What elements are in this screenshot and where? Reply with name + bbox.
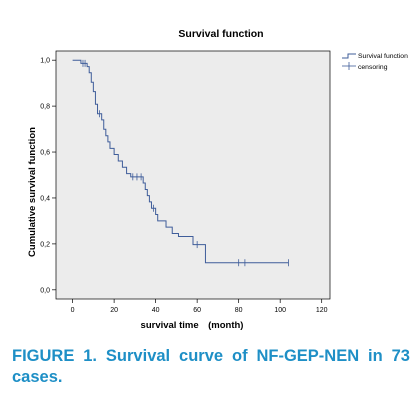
figure-caption: FIGURE 1. Survival curve of NF-GEP-NEN i… [12,347,410,386]
chart-title: Survival function [178,28,263,40]
survival-chart: Survival function 0,0 0,2 0,4 0,6 0,8 1,0 0 20… [27,28,408,331]
y-tick-label: 0,6 [40,150,50,157]
y-axis-label: Cumulative survival function [27,127,38,257]
x-tick-label: 120 [316,307,328,314]
plot-area [55,50,331,300]
x-tick-label: 40 [152,307,160,314]
y-tick-label: 0,0 [40,287,50,294]
survival-curve [72,59,289,264]
legend-censor-icon [342,62,356,70]
x-axis: 0 20 40 60 80 100 120 [71,299,328,314]
censor-marks [82,59,289,267]
series-layer [72,59,289,264]
x-tick-label: 20 [110,307,118,314]
x-tick-label: 0 [71,307,75,314]
x-tick-label: 80 [235,307,243,314]
x-axis-label: survival time (month) [141,320,244,331]
y-axis: 0,0 0,2 0,4 0,6 0,8 1,0 [40,58,56,294]
legend-label-survival: Survival function [358,53,408,60]
x-tick-label: 100 [274,307,286,314]
legend: Survival function censoring [342,53,408,71]
y-tick-label: 0,8 [40,104,50,111]
y-tick-label: 1,0 [40,58,50,65]
y-tick-label: 0,2 [40,241,50,248]
legend-step-icon [342,53,356,59]
x-tick-label: 60 [193,307,201,314]
legend-label-censoring: censoring [358,64,388,71]
y-tick-label: 0,4 [40,195,50,202]
